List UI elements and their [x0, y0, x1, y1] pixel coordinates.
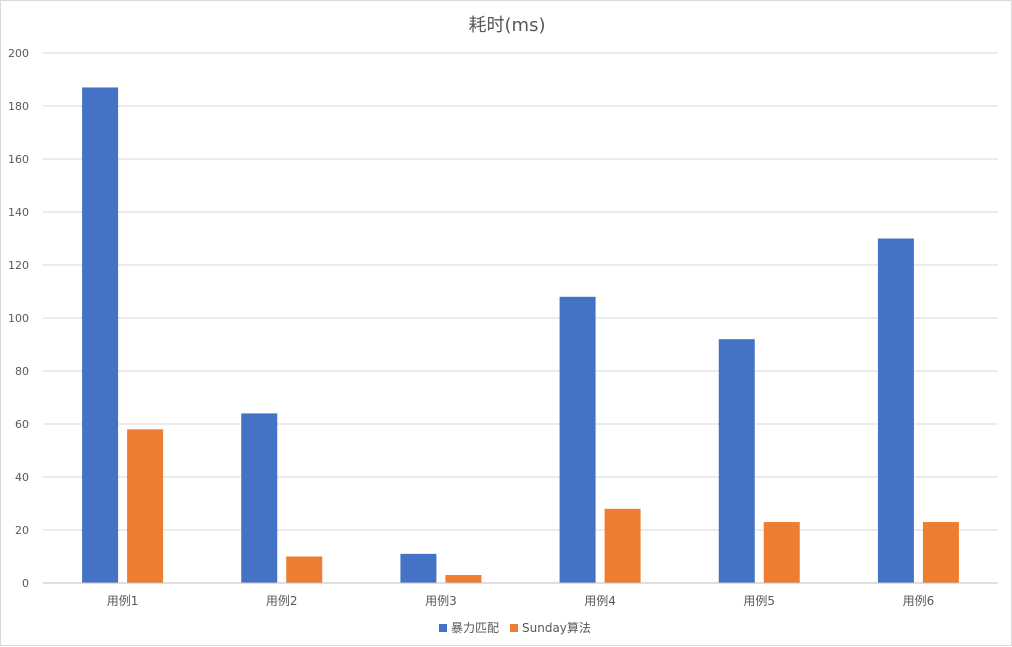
x-tick-label: 用例4 — [584, 594, 616, 608]
bar — [877, 238, 914, 583]
y-tick-label: 80 — [15, 365, 29, 378]
y-tick-label: 180 — [8, 100, 29, 113]
x-axis: 用例1 用例2 用例3 用例4 用例5 用例6 — [43, 582, 998, 608]
bar — [763, 522, 800, 583]
x-tick-label: 用例6 — [903, 594, 935, 608]
y-tick-label: 200 — [8, 47, 29, 60]
legend-label: Sunday算法 — [522, 620, 591, 635]
y-tick-label: 160 — [8, 153, 29, 166]
legend-swatch — [510, 624, 518, 632]
bar — [241, 413, 278, 583]
bar — [82, 87, 119, 583]
chart-title: 耗时(ms) — [469, 15, 546, 36]
bar — [286, 556, 323, 583]
legend: 暴力匹配 Sunday算法 — [439, 620, 591, 635]
bars — [82, 87, 959, 583]
x-tick-label: 用例1 — [107, 594, 139, 608]
bar — [559, 296, 596, 583]
y-axis-ticks: 0 20 40 60 80 100 120 140 160 180 200 — [8, 47, 29, 590]
y-tick-label: 140 — [8, 206, 29, 219]
y-tick-label: 120 — [8, 259, 29, 272]
y-tick-label: 20 — [15, 524, 29, 537]
bar — [445, 575, 482, 583]
bar — [127, 429, 164, 583]
bar — [604, 508, 641, 583]
x-tick-label: 用例3 — [425, 594, 457, 608]
y-tick-label: 60 — [15, 418, 29, 431]
x-tick-label: 用例5 — [743, 594, 775, 608]
legend-label: 暴力匹配 — [451, 621, 499, 635]
gridlines — [43, 52, 998, 584]
y-tick-label: 0 — [22, 577, 29, 590]
y-tick-label: 100 — [8, 312, 29, 325]
bar — [718, 339, 755, 583]
bar — [400, 553, 437, 583]
y-tick-label: 40 — [15, 471, 29, 484]
x-tick-label: 用例2 — [266, 594, 298, 608]
bar — [922, 522, 959, 583]
legend-swatch — [439, 624, 447, 632]
